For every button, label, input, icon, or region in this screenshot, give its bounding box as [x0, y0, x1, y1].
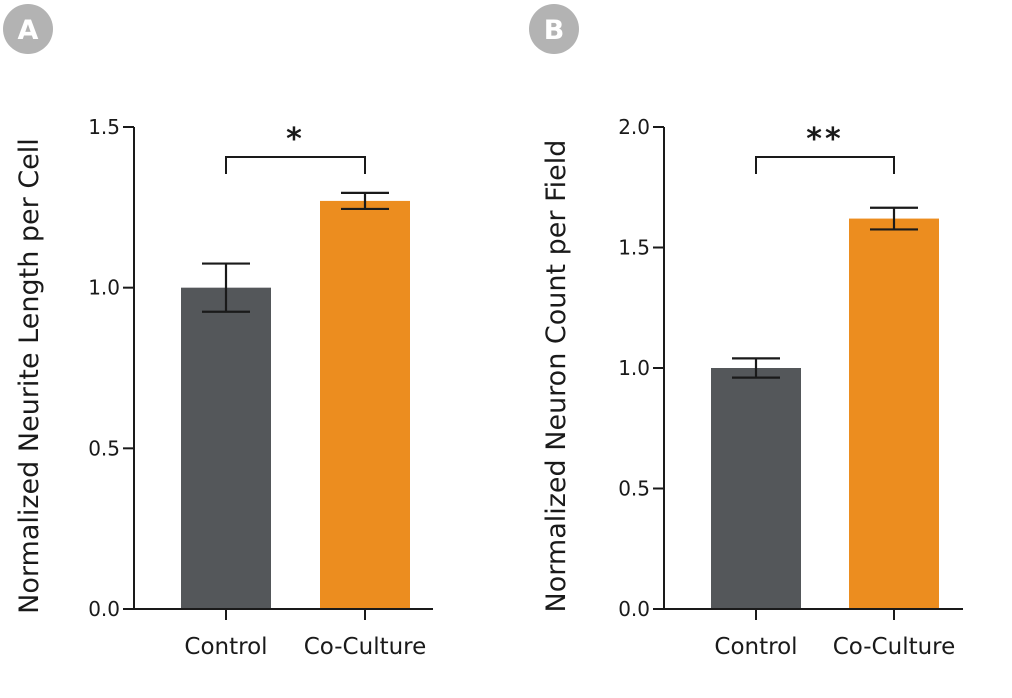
error-bar [341, 191, 389, 211]
bar-control [711, 368, 801, 609]
chart-panel-b: B 0.0 0.5 1.0 1.5 2.0 Control Co-Culture Normali… [529, 4, 963, 660]
x-tick-label: Control [714, 634, 797, 660]
x-tick-label: Co-Culture [833, 634, 956, 660]
y-tick-label: 0.5 [88, 436, 120, 460]
error-bar [202, 262, 250, 313]
error-bar [870, 206, 918, 231]
panel-badge-circle [3, 4, 53, 54]
y-tick-label: 2.0 [618, 115, 650, 139]
y-axis-label: Normalized Neuron Count per Field [541, 140, 572, 613]
significance-bracket [225, 156, 366, 174]
y-tick-label: 1.5 [618, 236, 650, 260]
bar-co-culture [849, 218, 939, 609]
y-tick-label: 0.0 [618, 597, 650, 621]
chart-panel-a: A 0.0 0.5 1.0 1.5 Control Co-Culture Normalized… [3, 4, 433, 660]
error-bar [732, 357, 780, 379]
y-tick-label: 1.0 [618, 356, 650, 380]
y-axis-label: Normalized Neurite Length per Cell [14, 138, 45, 614]
significance-marker: * [286, 122, 305, 157]
y-tick-label: 0.0 [88, 597, 120, 621]
panel-letter: A [18, 15, 39, 46]
bar-co-culture [320, 200, 410, 609]
x-tick-label: Co-Culture [304, 634, 427, 660]
panel-letter: B [544, 15, 565, 46]
significance-bracket [755, 156, 895, 174]
x-tick-label: Control [184, 634, 267, 660]
y-tick-label: 1.0 [88, 276, 120, 300]
bar-control [181, 287, 271, 609]
panel-badge-circle [529, 4, 579, 54]
y-tick-label: 0.5 [618, 477, 650, 501]
significance-marker: ** [806, 122, 843, 157]
panel-badge: A [3, 4, 53, 54]
y-tick-label: 1.5 [88, 115, 120, 139]
panel-badge: B [529, 4, 579, 54]
